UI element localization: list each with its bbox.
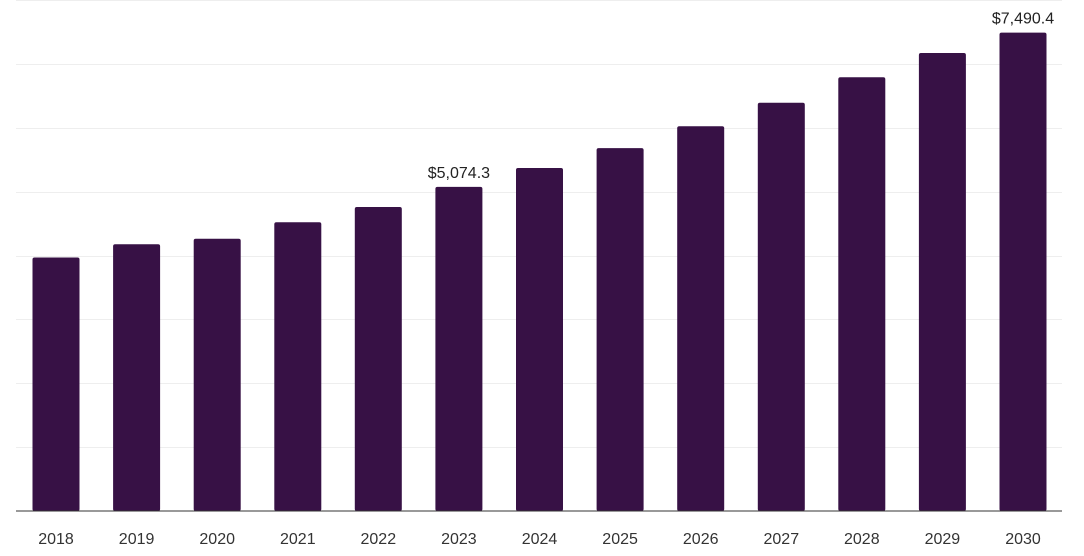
x-axis-tick-labels: 2018 2019 2020 2021 2022 2023 2024 2025 2026 2027… — [38, 531, 1041, 548]
bar-2028 — [838, 77, 886, 512]
data-label-2023: $5,074.3 — [428, 165, 490, 182]
x-tick-label-2027: 2027 — [764, 531, 800, 548]
x-tick-label-2019: 2019 — [119, 531, 155, 548]
bar-2030 — [999, 32, 1047, 511]
x-tick-label-2025: 2025 — [602, 531, 638, 548]
bar-2027 — [757, 102, 805, 512]
x-tick-label-2028: 2028 — [844, 531, 880, 548]
x-tick-label-2030: 2030 — [1005, 531, 1041, 548]
x-tick-label-2026: 2026 — [683, 531, 719, 548]
bar-2025 — [596, 148, 644, 511]
bar-2022 — [354, 207, 402, 511]
x-tick-label-2023: 2023 — [441, 531, 477, 548]
bar-2019 — [113, 244, 161, 512]
data-labels: $5,074.3 $7,490.4 — [428, 11, 1054, 182]
bars — [32, 32, 1047, 512]
data-label-2030: $7,490.4 — [992, 11, 1054, 28]
x-tick-label-2021: 2021 — [280, 531, 316, 548]
bar-2018 — [32, 257, 80, 511]
bar-2020 — [193, 238, 241, 511]
x-tick-label-2024: 2024 — [522, 531, 558, 548]
bar-2021 — [274, 222, 322, 512]
bar-2026 — [677, 126, 725, 511]
bar-2024 — [516, 168, 563, 511]
x-tick-label-2029: 2029 — [925, 531, 961, 548]
x-tick-label-2022: 2022 — [361, 531, 397, 548]
x-tick-label-2020: 2020 — [199, 531, 235, 548]
bar-2023 — [435, 186, 483, 511]
x-tick-label-2018: 2018 — [38, 531, 74, 548]
bar-2029 — [918, 53, 966, 511]
